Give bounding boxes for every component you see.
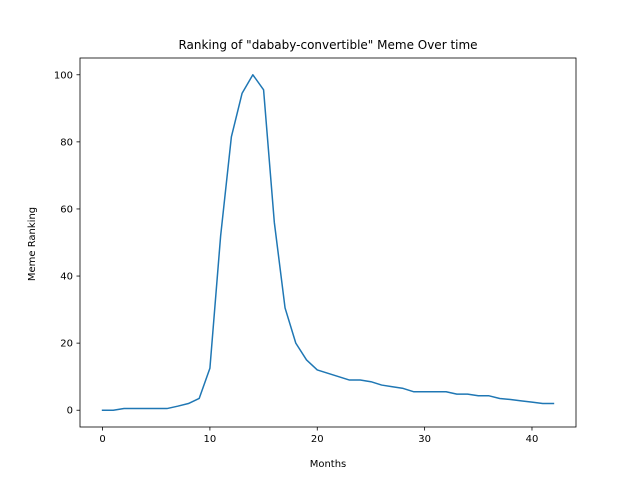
y-tick-label-0: 0 [67,406,73,417]
x-tick-label-0: 0 [99,434,105,445]
y-tick-label-80: 80 [60,137,73,148]
series-line-0 [101,74,555,411]
x-tick-label-30: 30 [418,434,431,445]
y-tick-label-20: 20 [60,339,73,350]
chart-title: Ranking of "dababy-convertible" Meme Ove… [178,38,477,52]
y-tick-label-60: 60 [60,204,73,215]
x-tick-label-40: 40 [526,434,539,445]
x-tick-label-10: 10 [204,434,217,445]
y-tick-label-100: 100 [54,70,73,81]
y-axis-label: Meme Ranking [27,207,38,281]
plot-area: 0 10 20 30 40 0 20 40 60 80 100 [54,57,577,445]
x-tick-label-20: 20 [311,434,324,445]
x-axis-label: Months [310,459,347,470]
y-tick-label-40: 40 [60,272,73,283]
axes-frame [79,57,577,428]
